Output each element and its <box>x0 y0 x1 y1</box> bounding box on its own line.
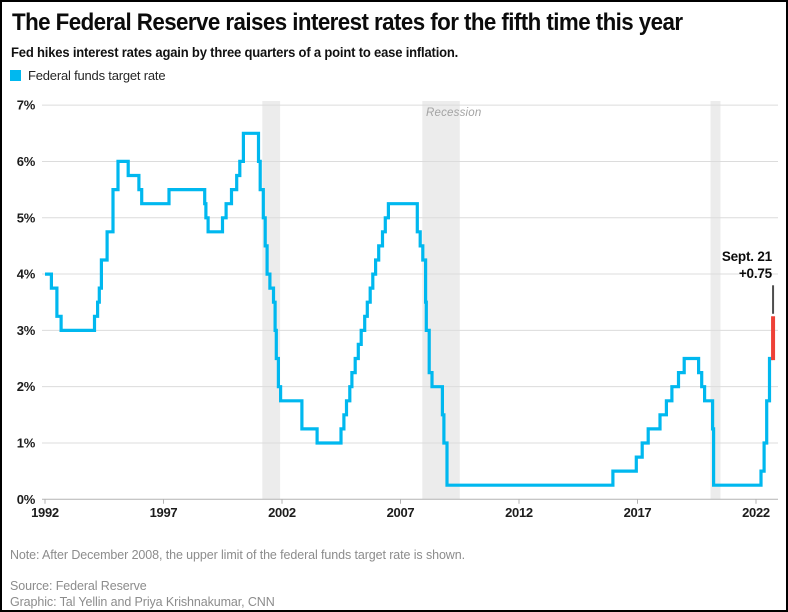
x-axis-tick-label: 1997 <box>150 505 178 520</box>
annotation-change: +0.75 <box>738 265 772 281</box>
x-axis-tick-label: 1992 <box>31 505 59 520</box>
latest-hike-annotation: Sept. 21 +0.75 <box>722 249 772 282</box>
y-axis-tick-label: 4% <box>17 267 36 282</box>
y-axis-tick-label: 5% <box>17 210 36 225</box>
y-axis-tick-label: 6% <box>17 154 36 169</box>
y-axis-tick-label: 2% <box>17 379 36 394</box>
y-axis-tick-label: 7% <box>17 98 36 113</box>
graphic-credit-line: Graphic: Tal Yellin and Priya Krishnakum… <box>10 595 275 609</box>
chart-subtitle: Fed hikes interest rates again by three … <box>11 44 459 60</box>
x-axis-tick-label: 2007 <box>387 505 415 520</box>
x-axis-tick-label: 2022 <box>742 505 770 520</box>
page-title: The Federal Reserve raises interest rate… <box>12 9 683 36</box>
recession-band <box>710 101 721 500</box>
legend-swatch-icon <box>10 70 21 81</box>
recession-band <box>422 101 460 500</box>
chart-footnote: Note: After December 2008, the upper lim… <box>10 548 465 562</box>
rate-step-line <box>45 131 774 487</box>
recession-annotation-label: Recession <box>426 107 482 119</box>
chart-credits: Source: Federal Reserve Graphic: Tal Yel… <box>10 578 275 610</box>
y-axis-tick-label: 1% <box>17 435 36 450</box>
chart-legend: Federal funds target rate <box>10 68 166 83</box>
source-line: Source: Federal Reserve <box>10 579 147 593</box>
annotation-date: Sept. 21 <box>721 249 772 264</box>
y-axis-tick-label: 3% <box>17 323 36 338</box>
recession-band <box>262 101 281 500</box>
x-axis-tick-label: 2017 <box>624 505 652 520</box>
x-axis-tick-label: 2002 <box>268 505 296 520</box>
legend-label: Federal funds target rate <box>28 68 166 83</box>
x-axis-tick-label: 2012 <box>505 505 533 520</box>
y-axis-tick-label: 0% <box>17 492 36 507</box>
